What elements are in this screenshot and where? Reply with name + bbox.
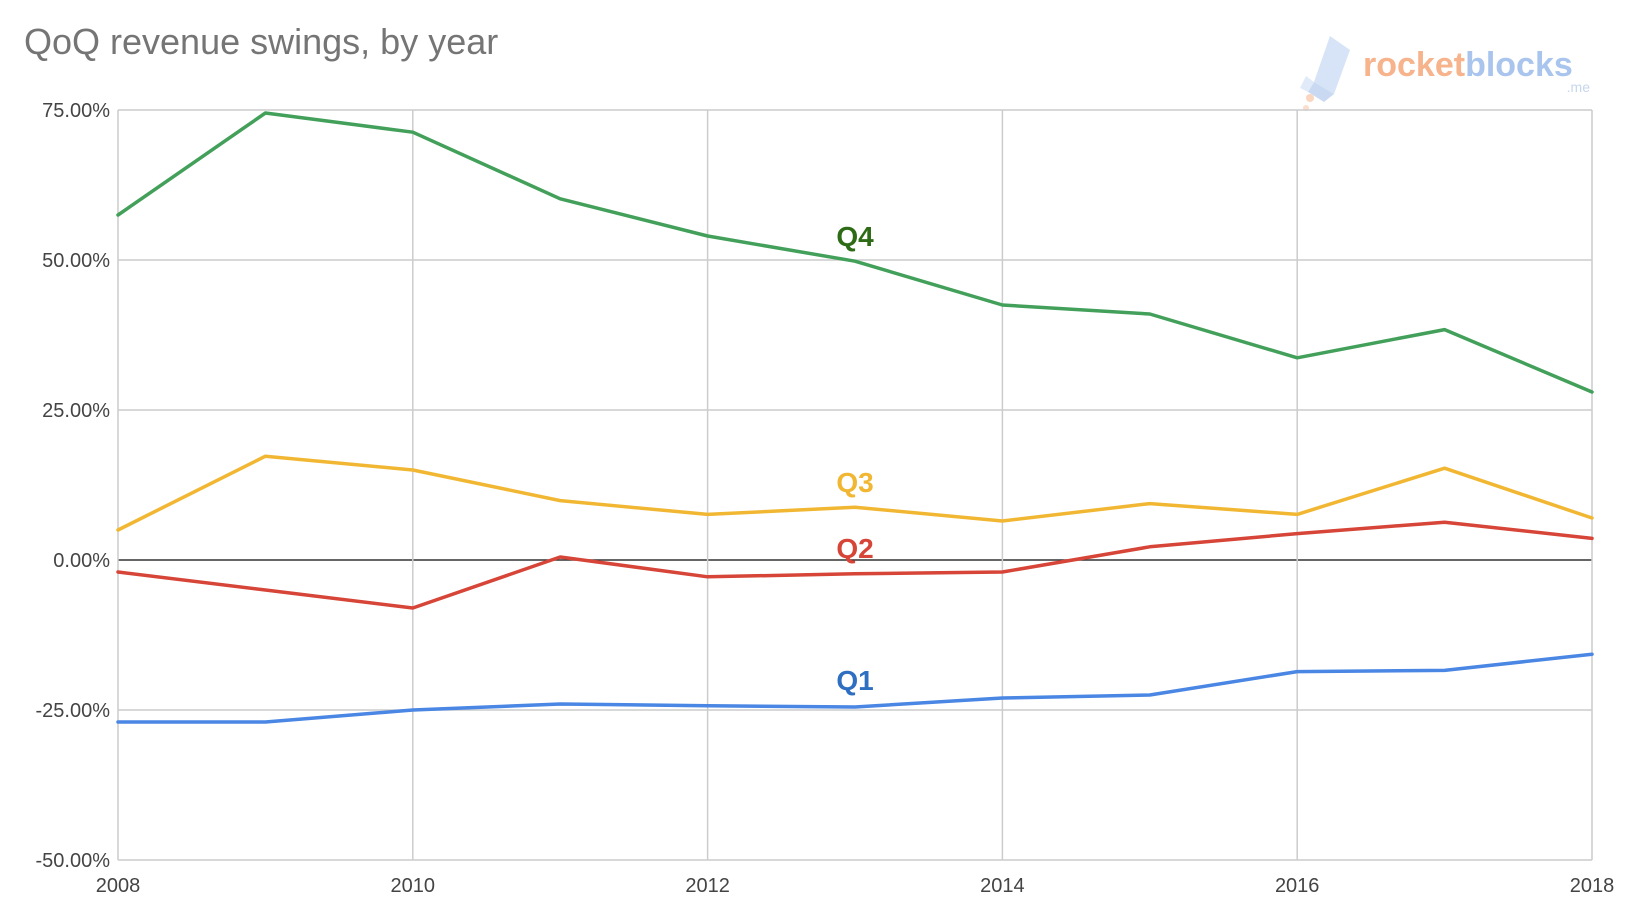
brand-name-part2: blocks bbox=[1465, 46, 1573, 84]
brand-name-part1: rocket bbox=[1363, 46, 1465, 84]
brand-logo: rocketblocks .me bbox=[1300, 36, 1590, 111]
x-tick-label: 2016 bbox=[1275, 875, 1320, 897]
series-label-q3: Q3 bbox=[836, 467, 873, 498]
x-tick-label: 2018 bbox=[1570, 875, 1615, 897]
chart-title: QoQ revenue swings, by year bbox=[24, 21, 498, 62]
y-tick-label: 0.00% bbox=[53, 550, 110, 572]
axes: 75.00% 50.00% 25.00% 0.00% -25.00% -50.00% 200… bbox=[36, 100, 1615, 897]
y-tick-label: -25.00% bbox=[36, 700, 111, 722]
series-line-q4 bbox=[116, 111, 1594, 394]
brand-suffix: .me bbox=[1567, 79, 1591, 95]
x-tick-label: 2010 bbox=[391, 875, 436, 897]
x-tick-label: 2008 bbox=[96, 875, 141, 897]
series-label-q1: Q1 bbox=[836, 665, 873, 696]
y-tick-label: 75.00% bbox=[42, 100, 110, 122]
x-tick-label: 2012 bbox=[685, 875, 730, 897]
series-label-q2: Q2 bbox=[836, 533, 873, 564]
series-label-q4: Q4 bbox=[836, 221, 874, 252]
y-tick-label: 50.00% bbox=[42, 250, 110, 272]
y-tick-label: 25.00% bbox=[42, 400, 110, 422]
series-line-q3 bbox=[116, 454, 1594, 532]
y-tick-label: -50.00% bbox=[36, 850, 111, 872]
svg-text:rocketblocks: rocketblocks bbox=[1363, 46, 1573, 84]
x-tick-label: 2014 bbox=[980, 875, 1025, 897]
series-labels: Q4 Q3 Q2 Q1 bbox=[836, 221, 874, 696]
series-line-q2 bbox=[116, 520, 1594, 610]
series-line-q1 bbox=[116, 652, 1594, 724]
series-lines bbox=[116, 111, 1594, 724]
rocket-icon bbox=[1300, 36, 1350, 111]
